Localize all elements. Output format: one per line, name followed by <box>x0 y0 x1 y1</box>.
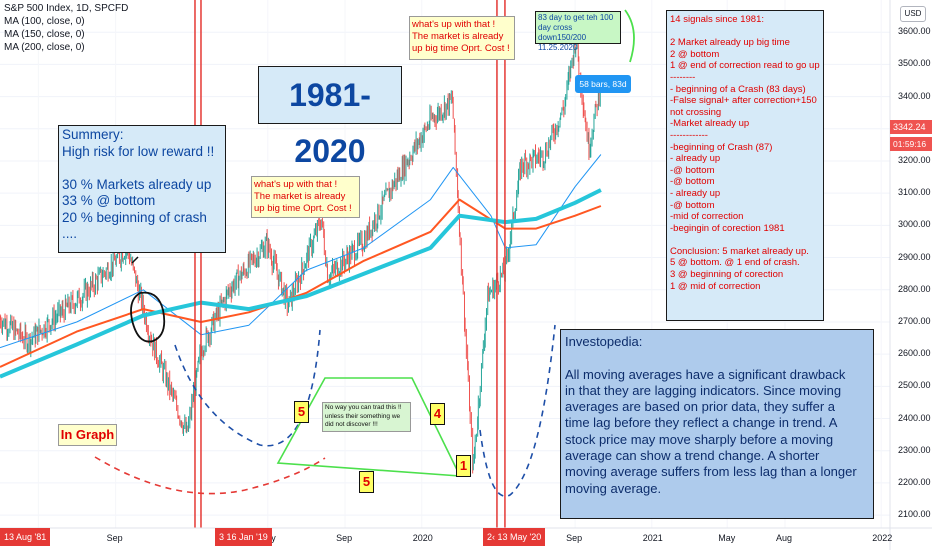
ma150-legend[interactable]: MA (150, close, 0) <box>4 29 85 40</box>
dashed-cup-left <box>174 329 321 447</box>
price-axis-label: 2800.00 <box>898 283 931 294</box>
time-axis-label: May <box>718 533 736 543</box>
ma200-legend[interactable]: MA (200, close, 0) <box>4 42 85 53</box>
whats-up-note-2019[interactable]: what's up with that ! The market is alre… <box>251 176 360 218</box>
signal-lines <box>194 0 506 528</box>
price-axis-label: 2900.00 <box>898 251 931 262</box>
in-graph-label[interactable]: In Graph <box>58 424 117 446</box>
time-axis-label: Sep <box>566 533 583 543</box>
time-axis-label: 2022 <box>872 533 893 543</box>
bars-range-tag: 58 bars, 83d <box>575 75 631 93</box>
price-axis-label: 2600.00 <box>898 348 931 359</box>
ma150-line <box>0 198 602 368</box>
green-trapezoid <box>276 377 462 477</box>
price-axis-label: 3000.00 <box>898 219 931 230</box>
price-axis-label: 2500.00 <box>898 380 931 391</box>
date-tag-2020: 2‹ 13 May '20 <box>483 528 546 546</box>
price-axis-label: 2200.00 <box>898 476 931 487</box>
last-price-tag: 3342.24 <box>890 120 932 134</box>
date-tag-2019: 3 16 Jan '19 <box>215 528 272 546</box>
investopedia-note[interactable]: Investopedia: All moving averages have a… <box>560 329 874 519</box>
price-axis-label: 2100.00 <box>898 509 931 520</box>
currency-button[interactable]: USD <box>900 6 926 22</box>
ma100-legend[interactable]: MA (100, close, 0) <box>4 16 85 27</box>
date-tag-1981: 13 Aug '81 <box>0 528 51 546</box>
price-axis-label: 3100.00 <box>898 187 931 198</box>
title-box[interactable]: 1981-2020 <box>258 66 402 169</box>
price-axis-label: 2700.00 <box>898 315 931 326</box>
time-axis-label: Sep <box>336 533 353 543</box>
signals-note[interactable]: 14 signals since 1981: 2 Market already … <box>666 10 824 321</box>
green-bracket <box>624 9 635 63</box>
day83-note[interactable]: 83 day to get teh 100 day cross down150/… <box>535 11 621 52</box>
summery-note[interactable]: Summery: High risk for low reward !! 30 … <box>58 125 226 253</box>
countdown-tag: 01:59:16 <box>890 137 932 151</box>
price-bars <box>0 38 601 474</box>
hand-mark <box>131 256 139 264</box>
hand-circle <box>130 291 166 343</box>
count-label-5-bottom[interactable]: 5 <box>359 471 374 493</box>
symbol-title: S&P 500 Index, 1D, SPCFD <box>4 3 129 14</box>
dashed-cup-right <box>479 324 556 497</box>
price-axis-label: 2400.00 <box>898 412 931 423</box>
price-axis-label: 2300.00 <box>898 444 931 455</box>
time-axis-label: 2020 <box>412 533 433 543</box>
price-axis-label: 3600.00 <box>898 26 931 37</box>
count-label-1[interactable]: 1 <box>456 455 471 477</box>
price-axis-label: 3400.00 <box>898 90 931 101</box>
time-axis-label: 2021 <box>642 533 663 543</box>
ma200-line <box>0 188 602 379</box>
count-label-4[interactable]: 4 <box>430 403 445 425</box>
time-axis-label: Sep <box>106 533 123 543</box>
moving-averages <box>0 154 602 379</box>
count-label-5-left[interactable]: 5 <box>294 401 309 423</box>
drawings <box>94 9 635 497</box>
price-axis-label: 3500.00 <box>898 58 931 69</box>
ma100-line <box>0 154 602 349</box>
price-axis-label: 3200.00 <box>898 154 931 165</box>
time-axis-label: Aug <box>776 533 793 543</box>
dashed-red-curve <box>94 456 326 495</box>
no-way-note[interactable]: No way you can trad this !! unless their… <box>322 402 411 432</box>
whats-up-note-2020[interactable]: what's up with that ! The market is alre… <box>409 16 515 60</box>
